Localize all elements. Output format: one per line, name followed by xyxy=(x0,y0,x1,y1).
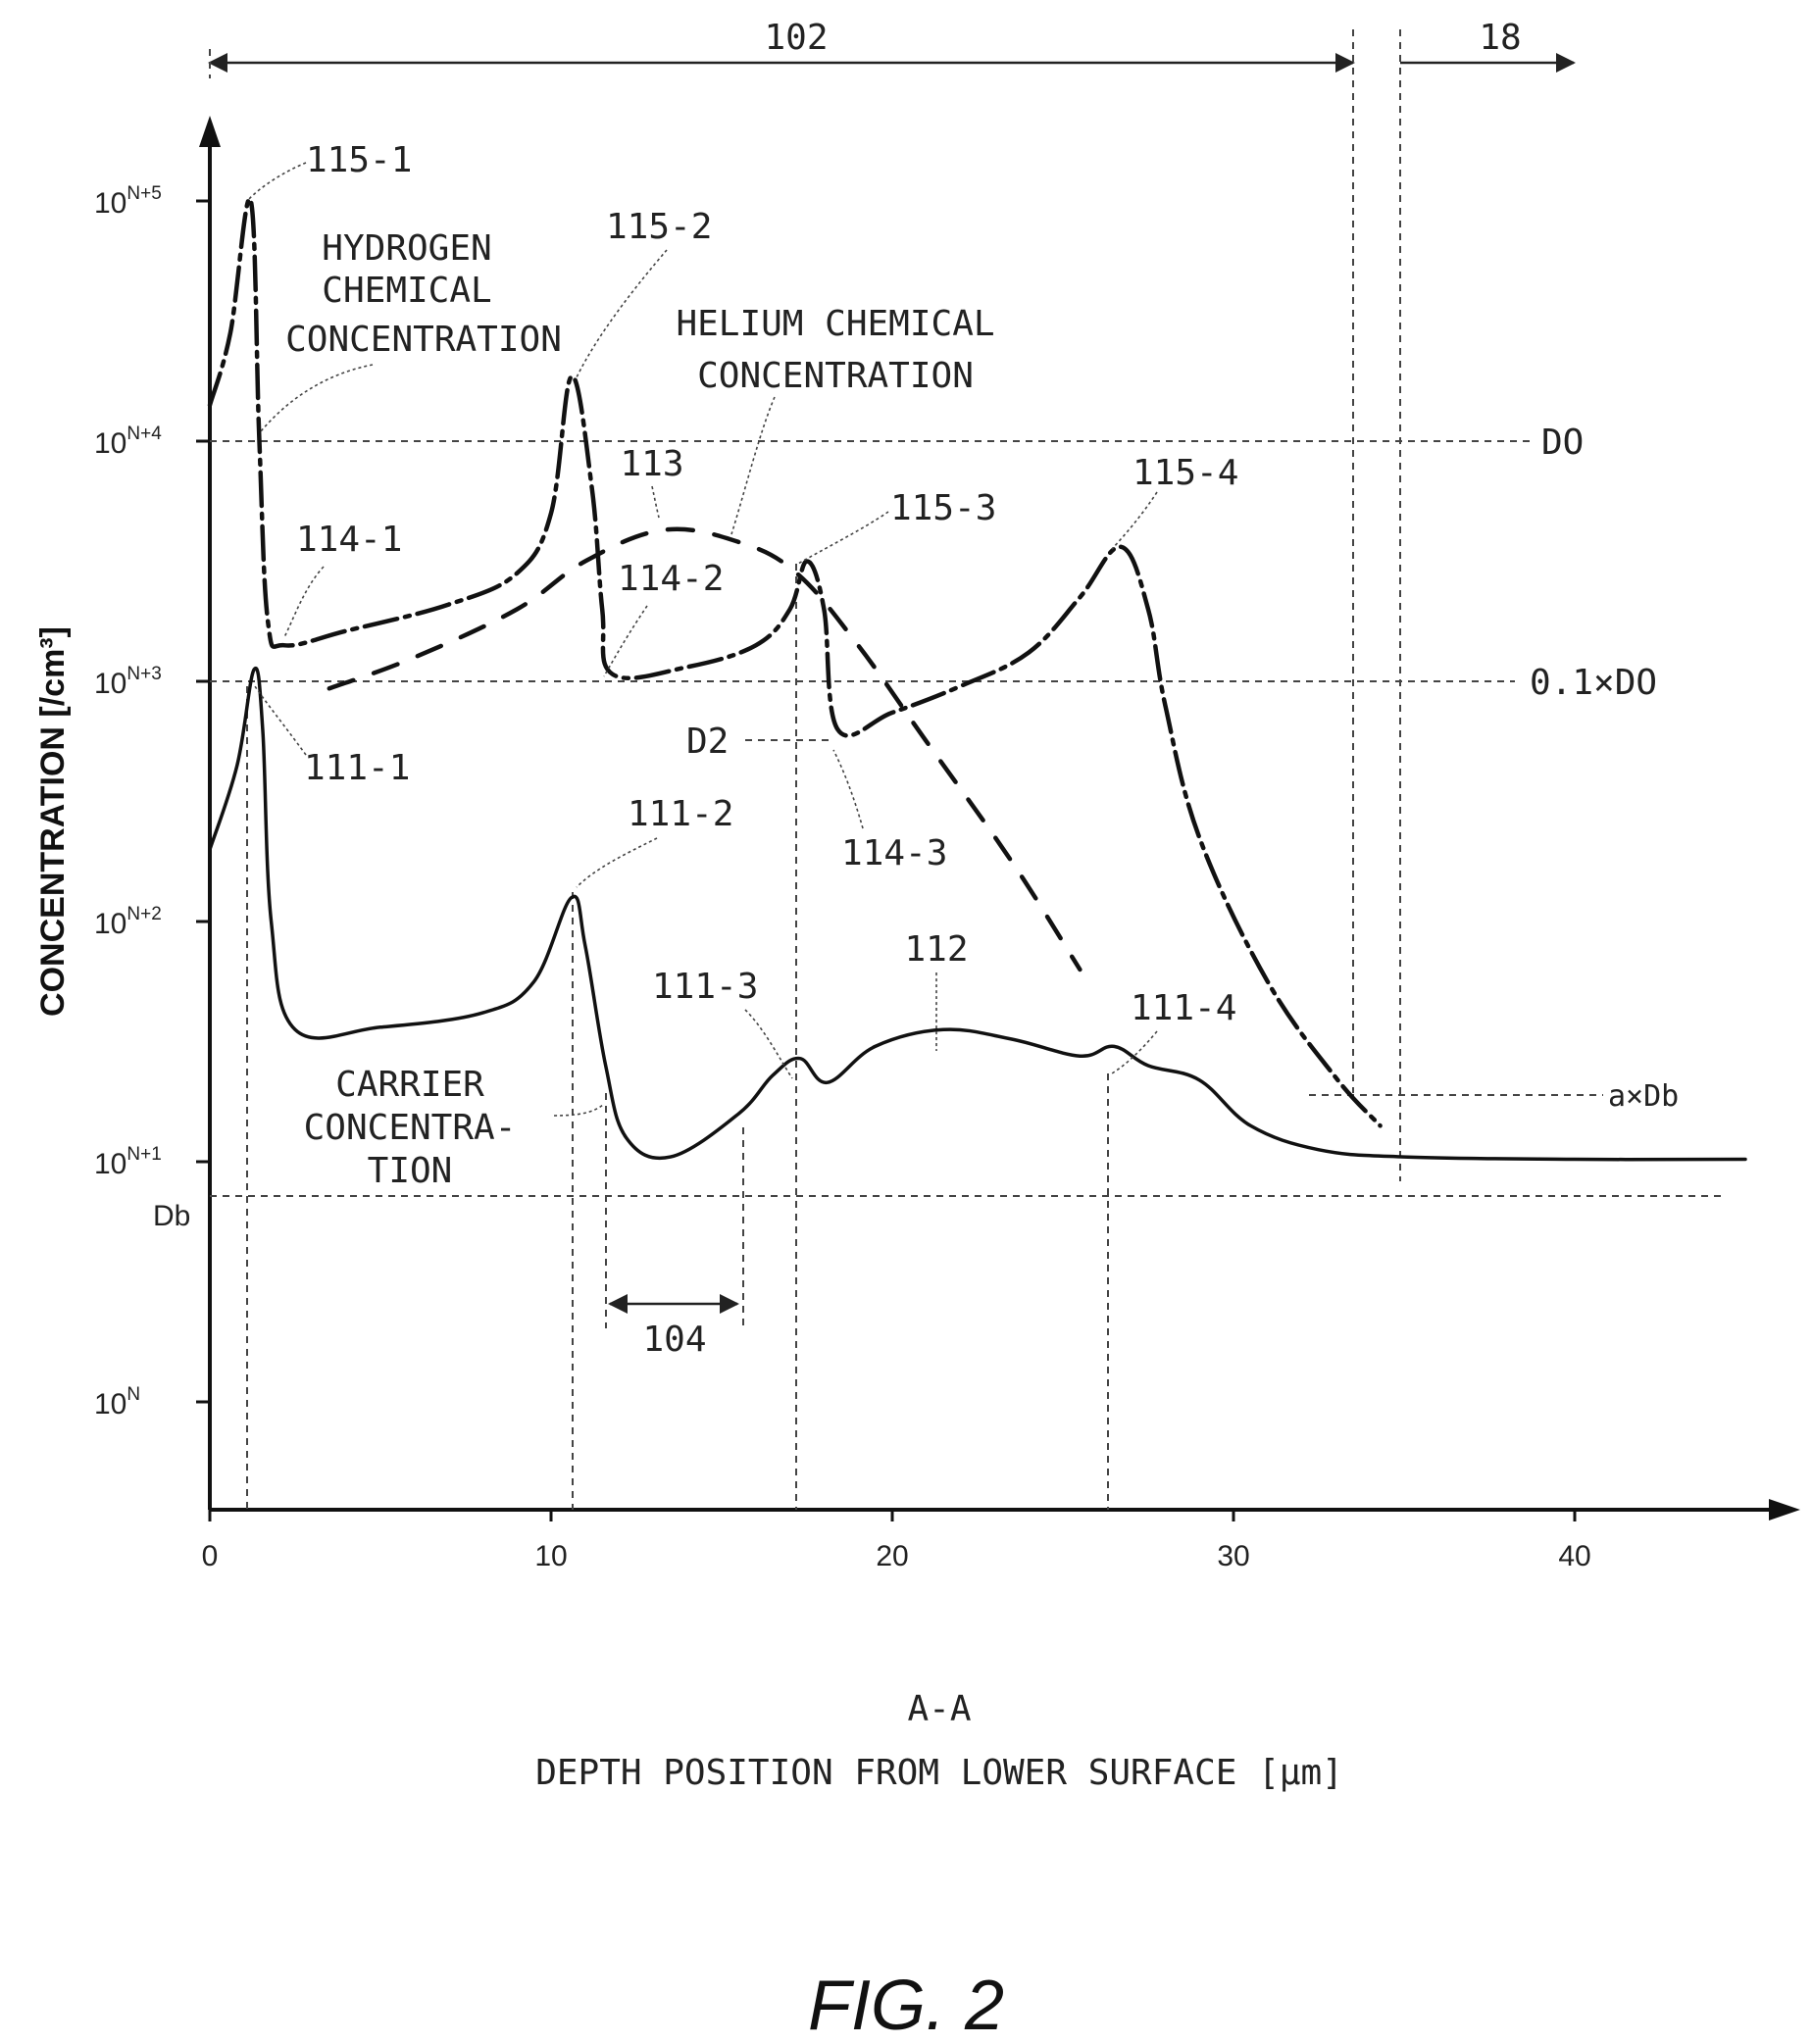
hydrogen-concentration-line xyxy=(207,196,1383,1128)
x-tick-label: 30 xyxy=(1217,1540,1249,1572)
y-axis-title: CONCENTRATION [/cm³] xyxy=(34,626,72,1017)
figure-caption: FIG. 2 xyxy=(808,1967,1004,2044)
y-tick-label: 10N+4 xyxy=(94,424,162,460)
region-102-label: 102 xyxy=(764,18,828,58)
region-18-label: 18 xyxy=(1479,18,1521,58)
region-104-label: 104 xyxy=(642,1320,706,1360)
annotation-111-4: 111-4 xyxy=(1131,988,1236,1028)
hydrogen-leader xyxy=(260,364,374,432)
leader-115-1 xyxy=(246,162,307,202)
x-tick-label: 40 xyxy=(1558,1540,1590,1572)
annotation-114-2: 114-2 xyxy=(618,559,724,599)
leader-111-2 xyxy=(576,837,658,888)
ref-label-a-Db: a×Db xyxy=(1608,1079,1679,1114)
annotation-111-1: 111-1 xyxy=(304,748,410,788)
leader-114-2 xyxy=(603,605,648,677)
series-group xyxy=(207,196,1747,1162)
annotation-115-3: 115-3 xyxy=(890,488,996,528)
y-ticks: 10N 10N+1 10N+2 10N+3 10N+4 10N+5 xyxy=(94,183,210,1421)
ref-label-Db: Db xyxy=(153,1200,190,1232)
leader-115-3 xyxy=(797,511,889,565)
annotation-112: 112 xyxy=(904,929,968,970)
y-axis-arrow xyxy=(199,116,221,147)
x-axis-arrow xyxy=(1769,1499,1800,1521)
y-tick-label: 10N+1 xyxy=(94,1144,162,1180)
annotation-114-3: 114-3 xyxy=(841,833,947,873)
ref-label-DO: DO xyxy=(1541,423,1584,463)
carrier-label-line-3: TION xyxy=(368,1151,453,1191)
annotation-115-4: 115-4 xyxy=(1132,453,1238,493)
y-tick-label: 10N xyxy=(94,1384,140,1421)
x-ticks: 0 10 20 30 40 xyxy=(202,1510,1591,1572)
y-tick-label: 10N+5 xyxy=(94,183,162,220)
y-tick-label: 10N+3 xyxy=(94,664,162,700)
y-tick-label: 10N+2 xyxy=(94,904,162,940)
leader-114-1 xyxy=(283,566,325,638)
ref-label-D2: D2 xyxy=(686,722,729,762)
annotation-111-3: 111-3 xyxy=(652,967,758,1007)
x-axis-title-line-2: DEPTH POSITION FROM LOWER SURFACE [μm] xyxy=(535,1753,1343,1793)
leader-111-1 xyxy=(254,685,307,756)
annotation-115-1: 115-1 xyxy=(306,140,412,180)
leader-113 xyxy=(651,485,660,519)
x-tick-label: 10 xyxy=(534,1540,567,1572)
leader-114-3 xyxy=(832,749,864,829)
helium-leader xyxy=(730,396,776,535)
hydrogen-label-line-1: HYDROGEN xyxy=(322,228,491,269)
annotation-115-2: 115-2 xyxy=(606,207,712,247)
helium-label-line-2: CONCENTRATION xyxy=(697,356,974,396)
hydrogen-label-line-2: CHEMICAL xyxy=(322,271,491,311)
carrier-concentration-line xyxy=(208,666,1747,1162)
leader-115-4 xyxy=(1111,491,1158,550)
leader-111-3 xyxy=(744,1009,793,1079)
carrier-label-line-2: CONCENTRA- xyxy=(304,1108,517,1148)
annotation-113: 113 xyxy=(620,444,683,484)
x-tick-label: 20 xyxy=(876,1540,908,1572)
helium-label-line-1: HELIUM CHEMICAL xyxy=(676,304,994,344)
helium-concentration-line xyxy=(327,526,1082,972)
leader-115-2 xyxy=(576,249,668,378)
annotation-114-1: 114-1 xyxy=(296,520,402,560)
x-axis-title-line-1: A-A xyxy=(907,1689,971,1729)
x-tick-label: 0 xyxy=(202,1540,219,1572)
hydrogen-label-line-3: CONCENTRATION xyxy=(285,320,562,360)
carrier-label-line-1: CARRIER xyxy=(335,1065,484,1105)
annotation-111-2: 111-2 xyxy=(628,794,733,834)
ref-label-0-1-DO: 0.1×DO xyxy=(1530,663,1657,703)
carrier-leader xyxy=(553,1103,605,1117)
